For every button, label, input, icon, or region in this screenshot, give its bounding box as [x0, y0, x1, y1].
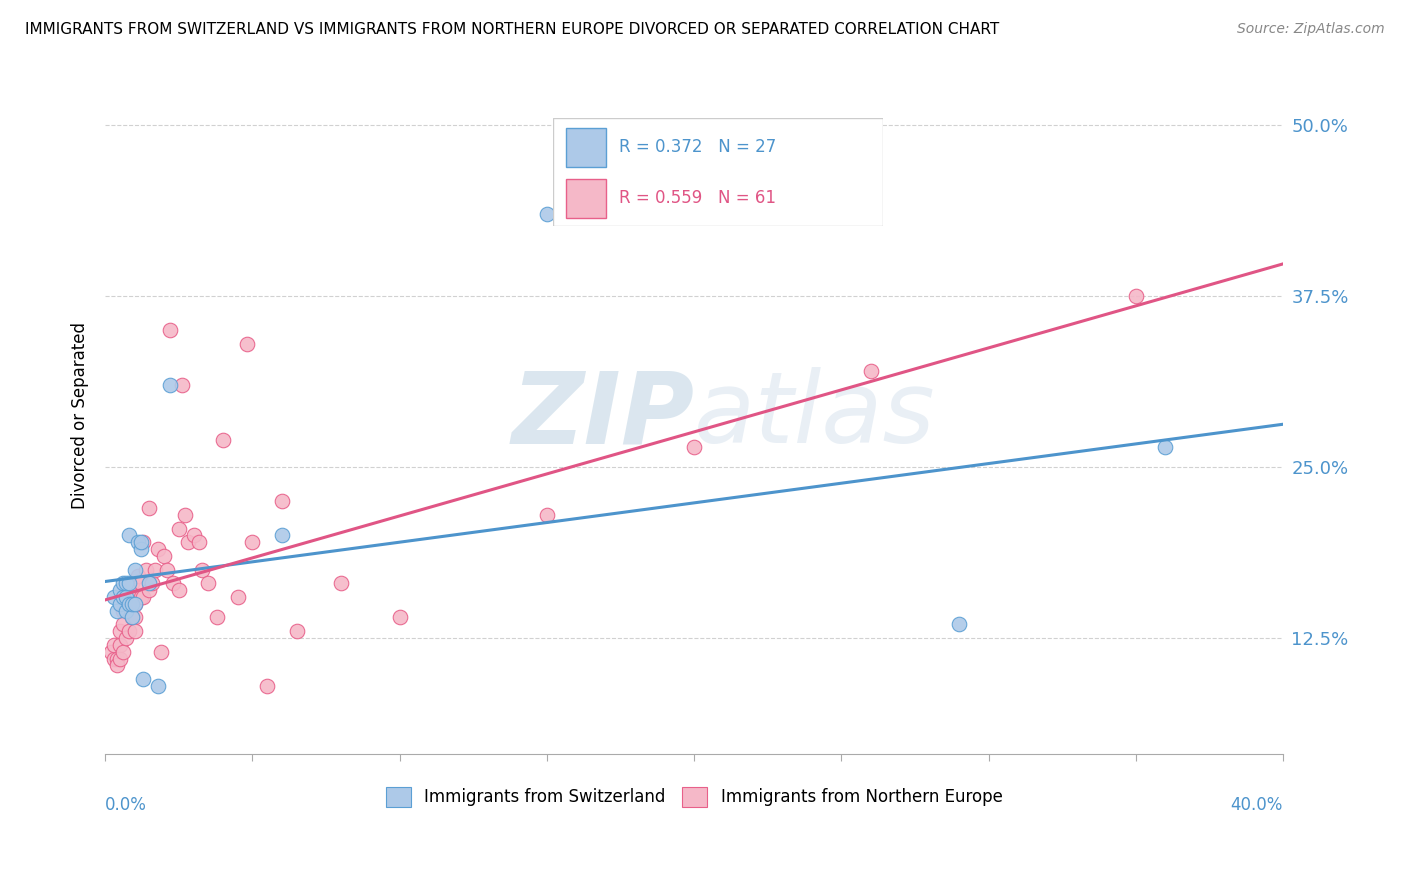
- Point: [121, 597, 143, 611]
- Point: [121, 610, 143, 624]
- Point: [141, 576, 163, 591]
- Point: [105, 658, 128, 673]
- Point: [242, 535, 264, 549]
- Point: [167, 583, 190, 598]
- Point: [129, 535, 152, 549]
- Point: [124, 597, 146, 611]
- Point: [118, 576, 141, 591]
- Point: [129, 590, 152, 604]
- Point: [191, 563, 214, 577]
- Point: [111, 576, 134, 591]
- Point: [132, 672, 155, 686]
- Point: [285, 624, 308, 639]
- Point: [108, 583, 131, 598]
- Y-axis label: Divorced or Separated: Divorced or Separated: [72, 322, 89, 509]
- Point: [138, 583, 160, 598]
- Text: 40.0%: 40.0%: [1230, 796, 1284, 814]
- Point: [108, 624, 131, 639]
- Point: [176, 535, 198, 549]
- Point: [536, 508, 558, 522]
- Text: Source: ZipAtlas.com: Source: ZipAtlas.com: [1237, 22, 1385, 37]
- Point: [1125, 289, 1147, 303]
- Point: [156, 563, 179, 577]
- Point: [114, 590, 136, 604]
- Legend: Immigrants from Switzerland, Immigrants from Northern Europe: Immigrants from Switzerland, Immigrants …: [380, 780, 1010, 814]
- Point: [108, 597, 131, 611]
- Point: [205, 610, 228, 624]
- Point: [173, 508, 195, 522]
- Text: 0.0%: 0.0%: [105, 796, 148, 814]
- Point: [103, 590, 125, 604]
- Point: [124, 597, 146, 611]
- Point: [270, 528, 292, 542]
- Point: [114, 590, 136, 604]
- Point: [105, 604, 128, 618]
- Point: [948, 617, 970, 632]
- Text: IMMIGRANTS FROM SWITZERLAND VS IMMIGRANTS FROM NORTHERN EUROPE DIVORCED OR SEPAR: IMMIGRANTS FROM SWITZERLAND VS IMMIGRANT…: [25, 22, 1000, 37]
- Point: [132, 535, 155, 549]
- Point: [536, 207, 558, 221]
- Point: [183, 528, 205, 542]
- Point: [329, 576, 352, 591]
- Point: [121, 610, 143, 624]
- Point: [103, 638, 125, 652]
- Point: [129, 542, 152, 557]
- Point: [1154, 440, 1177, 454]
- Point: [138, 501, 160, 516]
- Point: [212, 433, 235, 447]
- Point: [270, 494, 292, 508]
- Point: [129, 576, 152, 591]
- Text: ZIP: ZIP: [512, 368, 695, 465]
- Point: [226, 590, 249, 604]
- Point: [127, 569, 149, 583]
- Point: [197, 576, 219, 591]
- Point: [121, 590, 143, 604]
- Point: [388, 610, 411, 624]
- Point: [153, 549, 176, 563]
- Text: atlas: atlas: [695, 368, 936, 465]
- Point: [114, 583, 136, 598]
- Point: [159, 378, 181, 392]
- Point: [108, 638, 131, 652]
- Point: [150, 645, 173, 659]
- Point: [114, 604, 136, 618]
- Point: [111, 604, 134, 618]
- Point: [124, 610, 146, 624]
- Point: [162, 576, 184, 591]
- Point: [135, 563, 157, 577]
- Point: [105, 651, 128, 665]
- Point: [121, 576, 143, 591]
- Point: [138, 576, 160, 591]
- Point: [159, 323, 181, 337]
- Point: [118, 597, 141, 611]
- Point: [114, 631, 136, 645]
- Point: [118, 528, 141, 542]
- Point: [167, 522, 190, 536]
- Point: [683, 440, 706, 454]
- Point: [170, 378, 193, 392]
- Point: [111, 645, 134, 659]
- Point: [118, 590, 141, 604]
- Point: [148, 679, 170, 693]
- Point: [114, 576, 136, 591]
- Point: [118, 624, 141, 639]
- Point: [100, 645, 122, 659]
- Point: [124, 563, 146, 577]
- Point: [127, 535, 149, 549]
- Point: [859, 364, 882, 378]
- Point: [235, 337, 257, 351]
- Point: [111, 590, 134, 604]
- Point: [111, 617, 134, 632]
- Point: [124, 624, 146, 639]
- Point: [256, 679, 278, 693]
- Point: [143, 563, 166, 577]
- Point: [148, 542, 170, 557]
- Point: [188, 535, 211, 549]
- Point: [108, 651, 131, 665]
- Point: [103, 651, 125, 665]
- Point: [132, 590, 155, 604]
